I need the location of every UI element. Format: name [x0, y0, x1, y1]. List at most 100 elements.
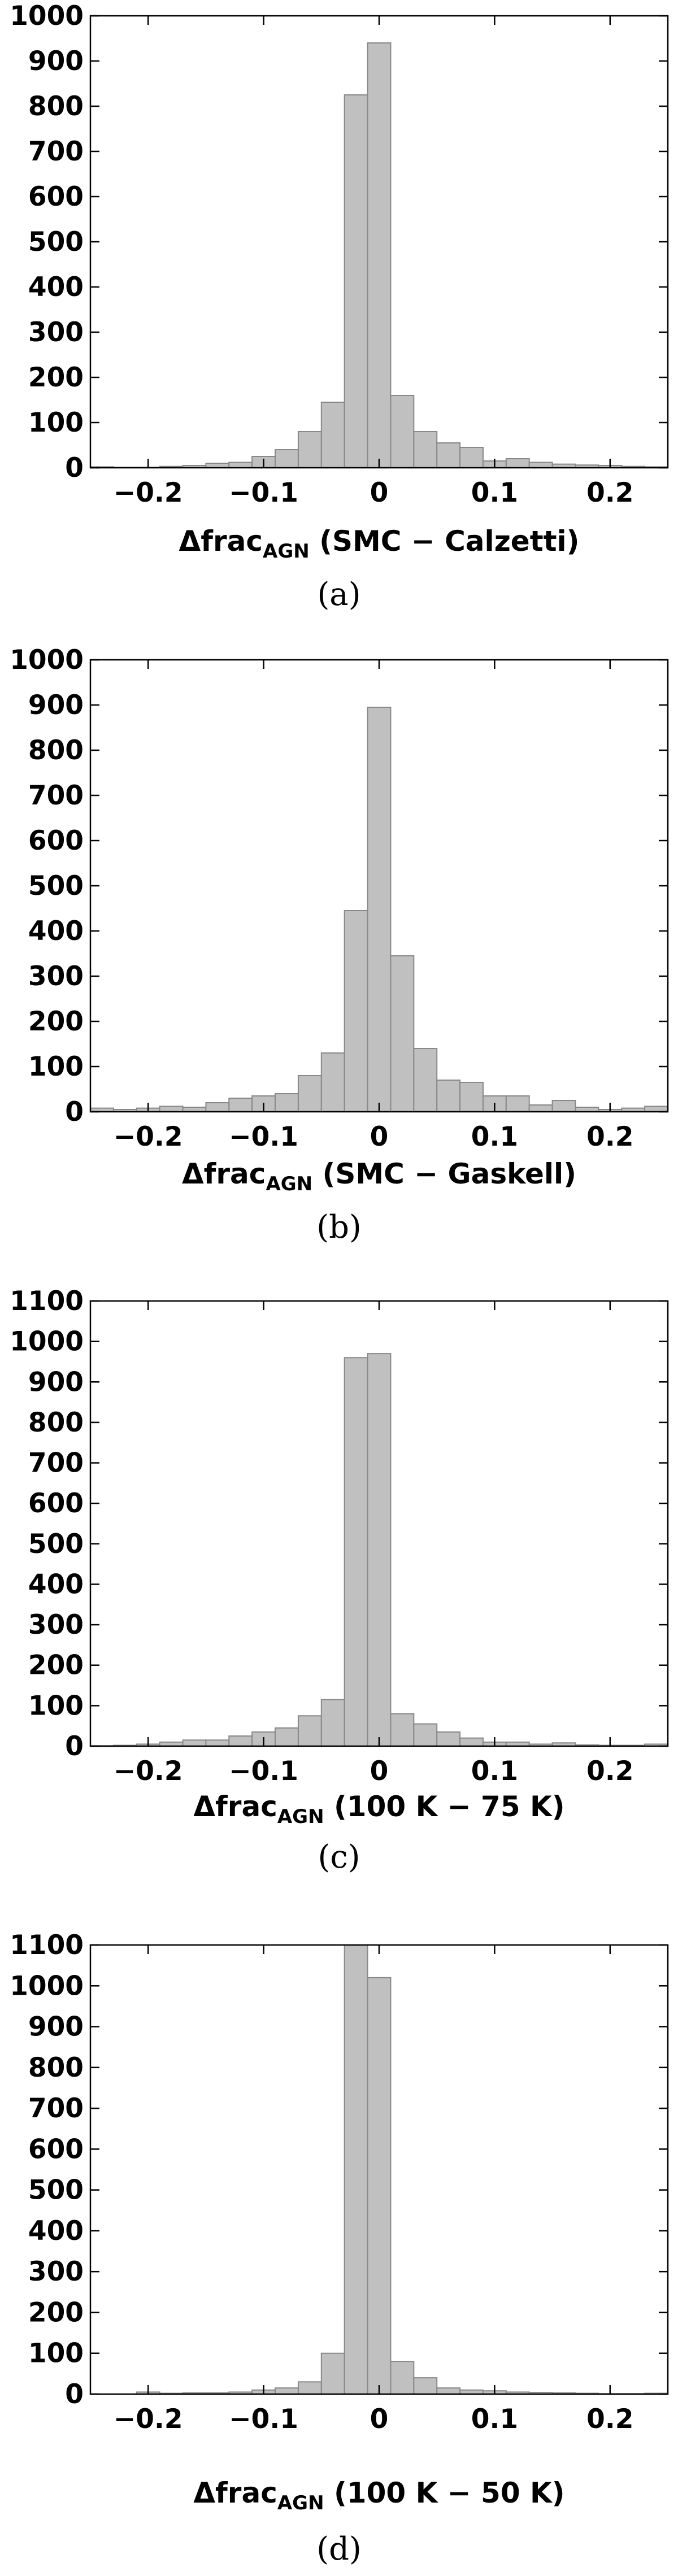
ytick-label-b-8: 800 — [28, 735, 84, 766]
ytick-label-d-1: 100 — [28, 2338, 84, 2369]
histogram-panel-a: 0 100 200 300 400 500 600 700 800 900 1000 −0.2 −0.1… — [0, 0, 678, 644]
xtick-label-b-4: 0.2 — [586, 1121, 633, 1152]
bar-a-14 — [413, 431, 438, 468]
x-axis-label-c: ΔfracAGN (100 K − 75 K) — [193, 1790, 564, 1828]
xtick-label-d-3: 0.1 — [471, 2404, 518, 2435]
bar-b-8 — [275, 1093, 299, 1112]
bar-a-16 — [459, 447, 484, 468]
xtick-label-a-3: 0.1 — [471, 477, 518, 508]
caption-d: (d) — [316, 2531, 362, 2568]
bar-d-8 — [275, 2387, 299, 2395]
ytick-label-d-2: 200 — [28, 2297, 84, 2328]
ytick-label-b-3: 300 — [28, 961, 84, 992]
ytick-label-d-4: 400 — [28, 2216, 84, 2247]
xtick-label-d-0: −0.2 — [114, 2404, 183, 2435]
ytick-label-b-0: 0 — [65, 1096, 84, 1128]
ytick-label-b-6: 600 — [28, 825, 84, 856]
x-axis-label-b: ΔfracAGN (SMC − Gaskell) — [182, 1158, 576, 1195]
ytick-label-a-1: 100 — [28, 407, 84, 438]
xtick-label-c-1: −0.1 — [229, 1756, 298, 1787]
bar-b-20 — [551, 1100, 576, 1112]
ytick-label-d-6: 600 — [28, 2134, 84, 2165]
ytick-label-c-11: 1100 — [10, 1288, 84, 1317]
ytick-label-c-8: 800 — [28, 1407, 84, 1438]
bar-a-11 — [344, 94, 368, 468]
ytick-label-d-11: 1100 — [10, 1932, 84, 1961]
ytick-label-b-1: 100 — [28, 1051, 84, 1082]
histogram-c: 0 100 200 300 400 500 600 700 800 900 1000 1100 −0.2… — [10, 1288, 669, 1828]
xtick-label-a-2: 0 — [370, 477, 389, 508]
bar-b-19 — [528, 1104, 553, 1112]
bar-d-11 — [344, 1944, 368, 2395]
ytick-label-a-2: 200 — [28, 362, 84, 393]
caption-b: (b) — [316, 1209, 362, 1246]
ytick-label-a-10: 1000 — [10, 1, 84, 32]
bar-d-9 — [297, 2381, 322, 2395]
ytick-label-a-4: 400 — [28, 272, 84, 303]
xtick-label-c-2: 0 — [370, 1756, 389, 1787]
bar-c-16 — [459, 1737, 484, 1747]
bar-a-6 — [228, 462, 253, 469]
ytick-label-b-4: 400 — [28, 916, 84, 947]
caption-a: (a) — [317, 576, 361, 613]
xtick-label-d-4: 0.2 — [586, 2404, 633, 2435]
xtick-label-a-1: −0.1 — [229, 477, 298, 508]
bar-b-16 — [459, 1082, 484, 1112]
histogram-d: 0 100 200 300 400 500 600 700 800 900 1000 1100 −0.2… — [10, 1932, 669, 2514]
xtick-label-b-0: −0.2 — [114, 1121, 183, 1152]
histogram-panel-c: 0 100 200 300 400 500 600 700 800 900 1000 1100 −0.2… — [0, 1288, 678, 1932]
bar-b-11 — [344, 910, 368, 1112]
bar-b-6 — [228, 1098, 253, 1112]
bar-a-9 — [297, 431, 322, 468]
ytick-label-b-10: 1000 — [10, 645, 84, 676]
ytick-label-b-7: 700 — [28, 780, 84, 811]
ytick-label-c-10: 1000 — [10, 1326, 84, 1357]
bar-b-9 — [297, 1075, 322, 1112]
xtick-label-b-3: 0.1 — [471, 1121, 518, 1152]
ytick-label-b-9: 900 — [28, 690, 84, 721]
xtick-label-c-4: 0.2 — [586, 1756, 633, 1787]
ytick-label-c-1: 100 — [28, 1690, 84, 1721]
bar-c-14 — [413, 1723, 438, 1747]
xtick-label-b-2: 0 — [370, 1121, 389, 1152]
ytick-label-c-6: 600 — [28, 1488, 84, 1519]
bar-c-5 — [205, 1739, 230, 1747]
ytick-label-c-4: 400 — [28, 1569, 84, 1600]
bar-a-10 — [320, 402, 345, 468]
ytick-label-d-0: 0 — [65, 2379, 84, 2410]
bar-b-18 — [505, 1095, 530, 1112]
bar-d-15 — [436, 2387, 461, 2395]
histogram-a: 0 100 200 300 400 500 600 700 800 900 1000 −0.2 −0.1… — [10, 1, 669, 563]
ytick-label-d-9: 900 — [28, 2012, 84, 2043]
bar-b-15 — [436, 1080, 461, 1112]
ytick-label-a-8: 800 — [28, 91, 84, 122]
bar-d-13 — [390, 2361, 415, 2395]
bar-a-12 — [367, 42, 392, 468]
ytick-label-d-7: 700 — [28, 2093, 84, 2124]
ytick-label-d-3: 300 — [28, 2256, 84, 2287]
bar-a-13 — [390, 395, 415, 468]
xtick-label-a-0: −0.2 — [114, 477, 183, 508]
caption-c: (c) — [318, 1839, 360, 1876]
bar-d-12 — [367, 1977, 392, 2395]
ytick-label-a-5: 500 — [28, 227, 84, 258]
bar-b-12 — [367, 707, 392, 1112]
ytick-label-a-9: 900 — [28, 46, 84, 77]
bar-d-14 — [413, 2377, 438, 2395]
xtick-label-a-4: 0.2 — [586, 477, 633, 508]
bar-b-5 — [205, 1102, 230, 1112]
xtick-label-b-1: −0.1 — [229, 1121, 298, 1152]
histogram-b: 0 100 200 300 400 500 600 700 800 900 1000 −0.2 −0.1… — [10, 645, 669, 1195]
ytick-label-c-7: 700 — [28, 1448, 84, 1479]
x-axis-label-a: ΔfracAGN (SMC − Calzetti) — [179, 525, 580, 563]
bar-b-13 — [390, 955, 415, 1112]
bar-c-9 — [297, 1715, 322, 1747]
ytick-label-b-2: 200 — [28, 1006, 84, 1037]
ytick-label-a-6: 600 — [28, 181, 84, 212]
ytick-label-a-3: 300 — [28, 317, 84, 348]
xtick-label-d-1: −0.1 — [229, 2404, 298, 2435]
bar-c-13 — [390, 1713, 415, 1747]
bar-c-8 — [275, 1727, 299, 1747]
ytick-label-d-5: 500 — [28, 2175, 84, 2206]
bar-c-6 — [228, 1735, 253, 1747]
